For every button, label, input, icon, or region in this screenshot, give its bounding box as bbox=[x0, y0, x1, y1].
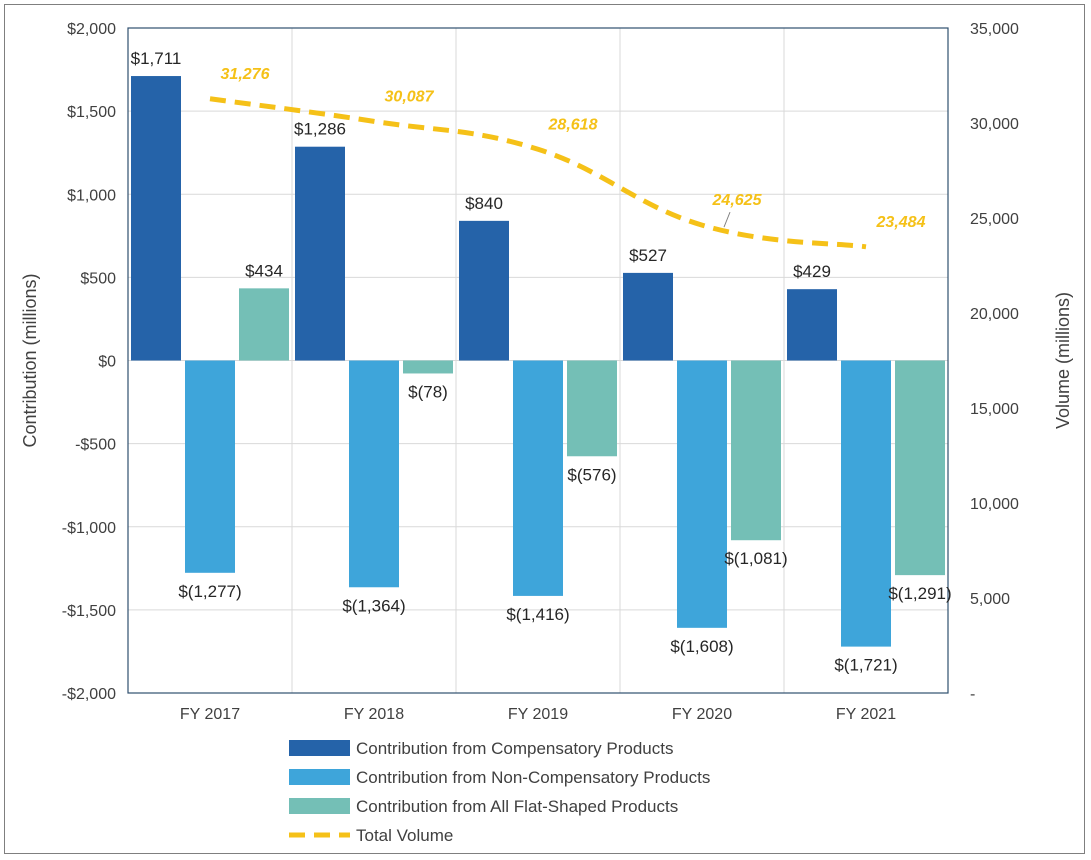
y-tick-label: -$2,000 bbox=[62, 686, 116, 703]
data-labels: $1,711 $(1,277) $434 $1,286 $(1,364) $(78) $84… bbox=[131, 49, 952, 675]
bar-data-label: $527 bbox=[629, 246, 667, 265]
bar bbox=[239, 288, 289, 361]
y-tick-label: $500 bbox=[80, 270, 116, 287]
x-category-label: FY 2017 bbox=[180, 706, 240, 723]
x-category-label: FY 2018 bbox=[344, 706, 404, 723]
bar bbox=[567, 360, 617, 457]
x-category-label: FY 2021 bbox=[836, 706, 896, 723]
y-tick-label: $1,500 bbox=[67, 104, 116, 121]
bar-data-label: $(1,277) bbox=[178, 582, 241, 601]
y-tick-label: -$1,500 bbox=[62, 603, 116, 620]
bar-data-label: $(78) bbox=[408, 382, 448, 401]
plot-area-border bbox=[127, 27, 949, 694]
bar-data-label: $(1,608) bbox=[670, 637, 733, 656]
bar-data-label: $(576) bbox=[567, 465, 616, 484]
y-tick-label: -$1,000 bbox=[62, 520, 116, 537]
bar-data-label: $(1,364) bbox=[342, 596, 405, 615]
y-axis-title: Contribution (millions) bbox=[20, 273, 40, 447]
legend-label: Total Volume bbox=[356, 826, 453, 845]
volume-data-label: 24,625 bbox=[712, 192, 763, 209]
y2-tick-label: 5,000 bbox=[970, 591, 1010, 608]
bar bbox=[349, 360, 399, 588]
legend: Contribution from Compensatory Products C… bbox=[289, 739, 710, 845]
combo-chart: $1,711 $(1,277) $434 $1,286 $(1,364) $(78) $84… bbox=[20, 21, 1073, 845]
plot-border bbox=[127, 27, 949, 694]
volume-data-label: 30,087 bbox=[385, 88, 435, 105]
volume-label-leader bbox=[723, 211, 731, 228]
legend-swatch bbox=[289, 798, 350, 814]
bar bbox=[459, 220, 509, 361]
bar-series bbox=[131, 76, 945, 647]
volume-data-label: 23,484 bbox=[876, 214, 926, 231]
volume-data-label: 31,276 bbox=[221, 66, 270, 83]
bar-data-label: $434 bbox=[245, 261, 283, 280]
y-tick-label: $1,000 bbox=[67, 187, 116, 204]
legend-swatch bbox=[289, 769, 350, 785]
legend-label: Contribution from All Flat-Shaped Produc… bbox=[356, 797, 678, 816]
y-tick-label: $2,000 bbox=[67, 21, 116, 38]
chart-frame: $1,711 $(1,277) $434 $1,286 $(1,364) $(78) $84… bbox=[4, 4, 1085, 854]
volume-line-series bbox=[209, 96, 867, 250]
bar-data-label: $(1,291) bbox=[888, 584, 951, 603]
bar bbox=[131, 76, 181, 361]
y2-tick-label: 25,000 bbox=[970, 211, 1019, 228]
axis-labels: $2,000$1,500$1,000$500$0-$500-$1,000-$1,… bbox=[20, 21, 1073, 723]
y2-tick-label: - bbox=[970, 686, 975, 703]
x-category-label: FY 2019 bbox=[508, 706, 568, 723]
y-tick-label: -$500 bbox=[75, 437, 116, 454]
bar bbox=[787, 289, 837, 361]
legend-label: Contribution from Non-Compensatory Produ… bbox=[356, 768, 710, 787]
bar bbox=[185, 360, 235, 573]
bar bbox=[513, 360, 563, 596]
y-tick-label: $0 bbox=[98, 354, 116, 371]
bar bbox=[295, 146, 345, 361]
bar-data-label: $429 bbox=[793, 262, 831, 281]
bar bbox=[895, 360, 945, 576]
y2-tick-label: 15,000 bbox=[970, 401, 1019, 418]
legend-label: Contribution from Compensatory Products bbox=[356, 739, 673, 758]
bar-data-label: $1,711 bbox=[131, 49, 182, 68]
volume-line bbox=[209, 96, 867, 250]
legend-swatch bbox=[289, 740, 350, 756]
y2-axis-title: Volume (millions) bbox=[1053, 292, 1073, 429]
y2-tick-label: 20,000 bbox=[970, 306, 1019, 323]
y2-tick-label: 10,000 bbox=[970, 496, 1019, 513]
bar-data-label: $(1,721) bbox=[834, 656, 897, 675]
bar-data-label: $1,286 bbox=[294, 120, 346, 139]
bar-data-label: $840 bbox=[465, 194, 503, 213]
bar bbox=[731, 360, 781, 541]
bar bbox=[623, 272, 673, 361]
x-category-label: FY 2020 bbox=[672, 706, 732, 723]
y2-tick-label: 35,000 bbox=[970, 21, 1019, 38]
bar bbox=[841, 360, 891, 647]
bar bbox=[403, 360, 453, 374]
bar-data-label: $(1,081) bbox=[724, 549, 787, 568]
bar-data-label: $(1,416) bbox=[506, 605, 569, 624]
volume-data-label: 28,618 bbox=[548, 116, 598, 133]
bar bbox=[677, 360, 727, 628]
y2-tick-label: 30,000 bbox=[970, 116, 1019, 133]
